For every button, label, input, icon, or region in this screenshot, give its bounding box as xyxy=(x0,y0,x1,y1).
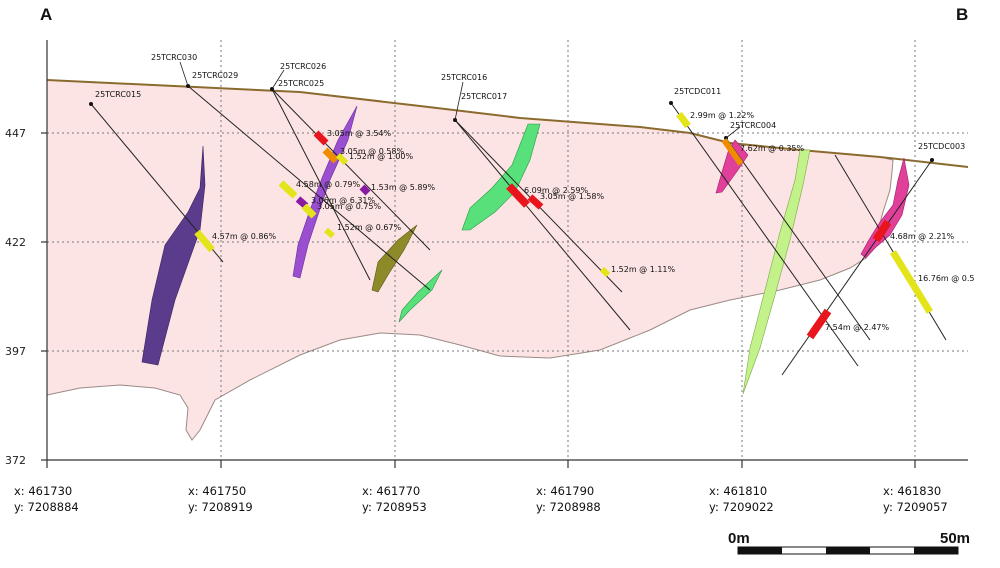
interval-low-grade xyxy=(890,250,933,314)
intercept-label: 6.09m @ 2.59% xyxy=(524,186,589,195)
topography-line xyxy=(46,79,969,168)
coordinate-y-label: y: 7208884 xyxy=(14,500,79,514)
intercept-label: 2.99m @ 1.22% xyxy=(690,111,755,120)
interval-moderate-grade xyxy=(721,138,744,166)
coordinate-x-label: x: 461770 xyxy=(362,484,420,498)
green-lens xyxy=(461,123,541,231)
interval-high-grade xyxy=(359,184,371,196)
drillhole-trace-25tcrc016 xyxy=(454,119,631,331)
coordinate-y-label: y: 7208953 xyxy=(362,500,427,514)
scale-bar: 0m 50m xyxy=(728,530,970,555)
intercept-label: 16.76m @ 0.5 xyxy=(918,274,975,283)
drillhole-label-25tcrc029: 25TCRC029 xyxy=(192,71,238,80)
intercept-label: 3.05m @ 0.58% xyxy=(340,147,405,156)
drillhole-label-25tcrc025: 25TCRC025 xyxy=(278,79,324,88)
intercept-label: 1.52m @ 0.67% xyxy=(337,223,402,232)
interval-low-grade xyxy=(676,111,691,129)
interval-low-grade xyxy=(324,227,335,239)
interval-low-grade xyxy=(335,152,349,166)
coordinate-x-label: x: 461750 xyxy=(188,484,246,498)
elevation-label-397: 397 xyxy=(5,345,26,358)
drillhole-trace-25tcdc003 xyxy=(781,159,933,376)
magenta-lens-upper xyxy=(715,139,749,194)
intercept-label: 3.05m @ 3.54% xyxy=(327,129,392,138)
coordinate-x-label: x: 461830 xyxy=(883,484,941,498)
drillhole-label-25tcrc017: 25TCRC017 xyxy=(461,92,507,101)
intercept-label: 3.05m @ 0.75% xyxy=(317,202,382,211)
coordinate-y-label: y: 7209022 xyxy=(709,500,774,514)
coordinate-x-label: x: 461730 xyxy=(14,484,72,498)
drillhole-label-25tcrc015: 25TCRC015 xyxy=(95,90,141,99)
intercept-label: 1.53m @ 5.89% xyxy=(371,183,436,192)
drillhole-trace-25tcrc025 xyxy=(271,88,431,251)
grid-lines xyxy=(47,40,968,460)
section-end-b-label: B xyxy=(956,5,968,24)
purple-dyke xyxy=(141,145,206,366)
interval-low-grade xyxy=(278,180,298,199)
coordinate-x-label: x: 461790 xyxy=(536,484,594,498)
interval-moderate-grade xyxy=(322,147,339,164)
drillhole-leaders xyxy=(179,61,741,139)
interval-high-grade xyxy=(872,219,892,243)
coordinate-x-label: x: 461810 xyxy=(709,484,767,498)
intercept-label: 7.62m @ 0.35% xyxy=(740,144,805,153)
intercept-label: 1.52m @ 1.11% xyxy=(611,265,676,274)
section-end-a-label: A xyxy=(40,5,52,24)
interval-low-grade xyxy=(301,203,317,219)
axis-ticks xyxy=(41,132,916,468)
intercept-label: 7.54m @ 2.47% xyxy=(825,323,890,332)
interval-high-grade xyxy=(806,308,832,340)
interval-high-grade xyxy=(313,130,329,146)
olive-lens xyxy=(371,224,418,293)
drillhole-trace-25tcdc011 xyxy=(670,102,859,367)
scale-end-label: 50m xyxy=(940,530,970,547)
drillhole-trace-25tcrc026 xyxy=(271,88,371,281)
intercept-label: 4.57m @ 0.86% xyxy=(212,232,277,241)
drillhole-label-25tcrc004: 25TCRC004 xyxy=(730,121,776,130)
coordinate-y-label: y: 7209057 xyxy=(883,500,948,514)
drillhole-label-25tcdc003: 25TCDC003 xyxy=(918,142,965,151)
intercept-label: 4.68m @ 2.21% xyxy=(890,232,955,241)
drillhole-label-25tcrc026: 25TCRC026 xyxy=(280,62,326,71)
interval-high-grade xyxy=(527,194,544,210)
intercept-label: 3.05m @ 1.58% xyxy=(540,192,605,201)
scale-start-label: 0m xyxy=(728,530,750,547)
drillhole-trace-25tcrc029 xyxy=(187,85,431,291)
intercept-label: 3.06m @ 6.31% xyxy=(311,196,376,205)
drillhole-label-25tcrc016: 25TCRC016 xyxy=(441,73,487,82)
intercept-label: 4.58m @ 0.79% xyxy=(296,180,361,189)
coordinate-y-label: y: 7208919 xyxy=(188,500,253,514)
grade-intervals xyxy=(194,111,933,340)
interval-low-grade xyxy=(194,229,215,253)
drillhole-label-25tcrc030: 25TCRC030 xyxy=(151,53,197,62)
coordinate-y-label: y: 7208988 xyxy=(536,500,601,514)
interval-high-grade xyxy=(295,196,309,209)
interval-high-grade xyxy=(506,183,530,208)
interval-low-grade xyxy=(599,266,611,278)
elevation-label-422: 422 xyxy=(5,236,26,249)
elevation-label-447: 447 xyxy=(5,127,26,140)
drillhole-trace-25tcrc004 xyxy=(725,137,871,341)
green-lens-small xyxy=(398,269,443,323)
drillhole-label-25tcdc011: 25TCDC011 xyxy=(674,87,721,96)
intercept-label: 1.52m @ 1.00% xyxy=(349,152,414,161)
elevation-label-372: 372 xyxy=(5,454,26,467)
